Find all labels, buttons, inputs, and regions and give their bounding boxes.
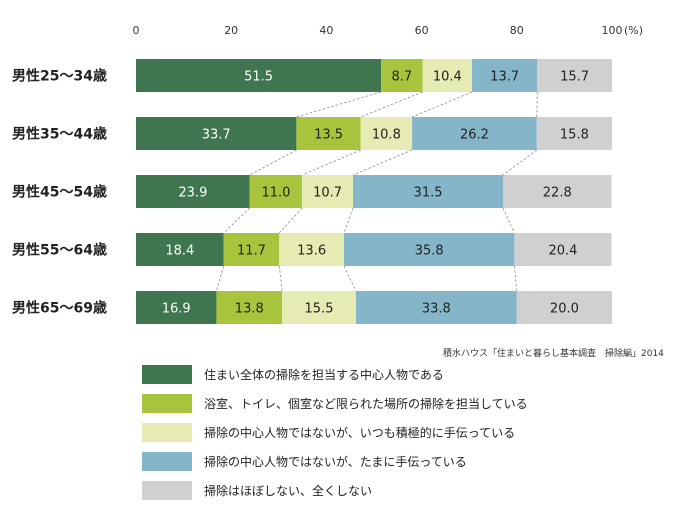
bar-value-label: 15.7 xyxy=(560,70,589,85)
connector-line xyxy=(502,207,515,234)
connector-line xyxy=(249,149,297,176)
legend-swatch xyxy=(142,481,192,500)
legend-label: 浴室、トイレ、個室など限られた場所の掃除を担当している xyxy=(204,397,528,411)
bar-segment xyxy=(537,59,612,92)
bar-segment xyxy=(536,117,612,150)
bar-segment xyxy=(282,291,356,324)
x-tick-label: 0 xyxy=(133,24,140,37)
x-tick-label: 80 xyxy=(510,24,524,37)
bar-value-label: 11.0 xyxy=(261,186,290,201)
category-label: 男性45〜54歳 xyxy=(12,184,107,201)
bar-segment xyxy=(249,175,303,208)
x-tick-label: 20 xyxy=(224,24,238,37)
bar-segment xyxy=(353,175,503,208)
connector-line xyxy=(411,91,473,118)
bar-segment xyxy=(472,59,538,92)
bar-value-label: 10.4 xyxy=(433,70,462,85)
bar-segment xyxy=(360,117,413,150)
bar-value-label: 33.7 xyxy=(202,128,231,143)
x-tick-label: 40 xyxy=(319,24,333,37)
x-tick-label: 100 xyxy=(602,24,623,37)
bar-value-label: 18.4 xyxy=(165,244,194,259)
x-axis-ticks: 0 20 40 60 80 100 (%) xyxy=(133,24,644,37)
bar-segment xyxy=(422,59,473,92)
bar-segment xyxy=(136,59,382,92)
legend-swatch xyxy=(142,452,192,471)
bar-row: 16.9 13.8 15.5 33.8 20.0 xyxy=(136,291,612,324)
bar-value-label: 31.5 xyxy=(414,186,443,201)
bar-segment xyxy=(516,291,612,324)
bar-value-label: 16.9 xyxy=(162,302,191,317)
connector-line xyxy=(301,149,361,176)
bar-segment xyxy=(355,291,517,324)
connector-line xyxy=(343,265,357,292)
bar-value-label: 33.8 xyxy=(422,302,451,317)
legend-label: 掃除の中心人物ではないが、いつも積極的に手伝っている xyxy=(204,426,516,440)
bar-segment xyxy=(136,117,297,150)
bar-segment xyxy=(223,233,280,266)
bar-segment xyxy=(344,233,515,266)
bar-segment xyxy=(136,233,224,266)
bar-value-label: 13.8 xyxy=(235,302,264,317)
bar-groups: 51.5 8.7 10.4 13.7 15.7 33.7 13.5 10.8 26.2 15.8 2… xyxy=(136,59,612,324)
bar-segment xyxy=(296,117,361,150)
connector-lines xyxy=(216,91,538,292)
legend-swatch xyxy=(142,423,192,442)
legend-swatch xyxy=(142,365,192,384)
bar-value-label: 10.7 xyxy=(313,186,342,201)
bar-segment xyxy=(279,233,345,266)
bar-value-label: 20.4 xyxy=(548,244,577,259)
bar-row: 18.4 11.7 13.6 35.8 20.4 xyxy=(136,233,612,266)
bar-value-label: 13.6 xyxy=(297,244,326,259)
category-label: 男性55〜64歳 xyxy=(12,242,107,259)
bar-value-label: 22.8 xyxy=(543,186,572,201)
connector-line xyxy=(278,207,303,234)
bar-value-label: 20.0 xyxy=(550,302,579,317)
bar-segment xyxy=(302,175,354,208)
bar-value-label: 51.5 xyxy=(244,70,273,85)
bar-row: 23.9 11.0 10.7 31.5 22.8 xyxy=(136,175,612,208)
connector-line xyxy=(343,207,354,234)
legend-label: 住まい全体の掃除を担当する中心人物である xyxy=(204,368,444,382)
bar-value-label: 13.5 xyxy=(314,128,343,143)
bar-segment xyxy=(412,117,537,150)
x-axis-unit: (%) xyxy=(624,24,643,37)
legend-label: 掃除はほぼしない、全くしない xyxy=(204,484,373,498)
bar-segment xyxy=(514,233,612,266)
bar-segment xyxy=(216,291,283,324)
bar-segment xyxy=(136,291,217,324)
connector-line xyxy=(514,265,518,292)
bar-value-label: 15.5 xyxy=(305,302,334,317)
bar-value-label: 26.2 xyxy=(460,128,489,143)
bar-segment xyxy=(136,175,250,208)
category-label: 男性35〜44歳 xyxy=(12,126,107,143)
bar-value-label: 23.9 xyxy=(178,186,207,201)
connector-line xyxy=(223,207,251,234)
connector-line xyxy=(296,91,382,118)
bar-row: 51.5 8.7 10.4 13.7 15.7 xyxy=(136,59,612,92)
bar-value-label: 15.8 xyxy=(560,128,589,143)
bar-segment xyxy=(381,59,423,92)
bar-value-label: 10.8 xyxy=(372,128,401,143)
bar-value-label: 11.7 xyxy=(237,244,266,259)
bar-value-label: 8.7 xyxy=(392,70,413,85)
bar-value-label: 35.8 xyxy=(415,244,444,259)
source-note: 積水ハウス「住まいと暮らし基本調査 掃除編」2014 xyxy=(443,349,664,359)
connector-line xyxy=(360,91,423,118)
legend-label: 掃除の中心人物ではないが、たまに手伝っている xyxy=(204,455,467,469)
category-label: 男性65〜69歳 xyxy=(12,300,107,317)
bar-value-label: 13.7 xyxy=(490,70,519,85)
x-tick-label: 60 xyxy=(415,24,429,37)
connector-line xyxy=(278,265,283,292)
bar-segment xyxy=(502,175,612,208)
connector-line xyxy=(216,265,224,292)
legend-swatch xyxy=(142,394,192,413)
connector-line xyxy=(352,149,413,176)
category-label: 男性25〜34歳 xyxy=(12,68,107,85)
bar-row: 33.7 13.5 10.8 26.2 15.8 xyxy=(136,117,612,150)
connector-line xyxy=(502,149,538,176)
